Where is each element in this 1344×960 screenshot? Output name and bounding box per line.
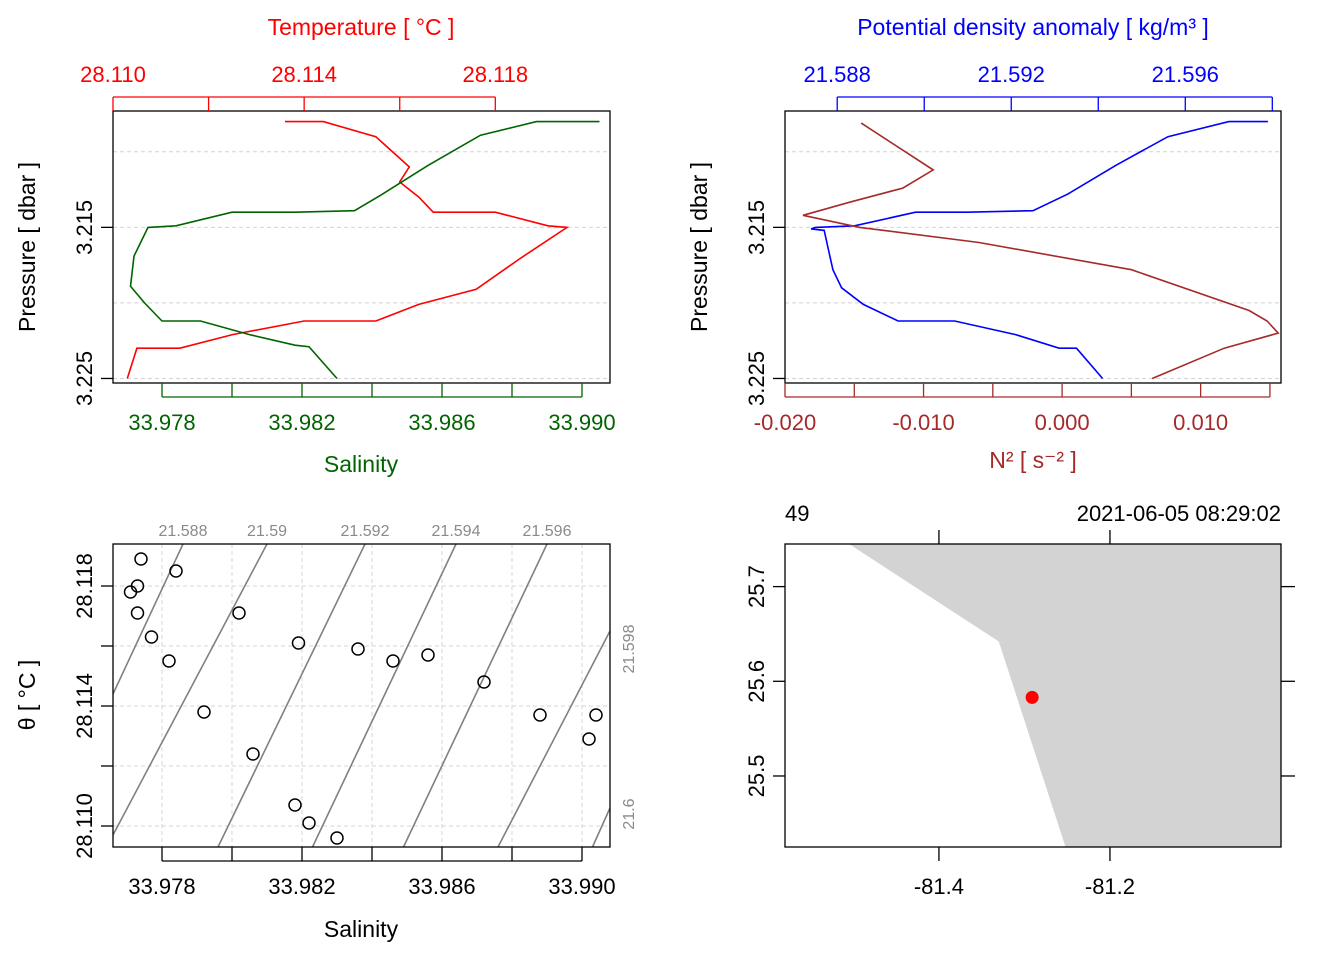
p2-pressure-axis-title: Pressure [ dbar ] [686, 162, 712, 332]
n2-tick-label: 0.010 [1173, 410, 1228, 435]
n2-tick-label: 0.000 [1035, 410, 1090, 435]
salinity-tick-label: 33.986 [408, 410, 475, 435]
ts-point [162, 654, 176, 668]
temperature-tick-label: 28.114 [271, 62, 337, 87]
p1-gridlines [113, 151, 610, 379]
p2-pressure-tick-label: 3.225 [744, 351, 769, 406]
isopycnal-label: 21.588 [159, 523, 208, 540]
isopycnal-label: 21.598 [621, 624, 638, 673]
isopycnal-line [497, 630, 610, 847]
n2-tick-label: -0.010 [892, 410, 954, 435]
ts-point [582, 732, 596, 746]
ts-theta-tick-label: 28.110 [72, 793, 97, 859]
isopycnal-lines [113, 544, 610, 847]
temperature-axis-title: Temperature [ °C ] [268, 14, 455, 40]
ts-point [291, 636, 306, 650]
ts-salinity-axis-title: Salinity [324, 916, 399, 942]
ts-point [134, 552, 148, 566]
ts-point [232, 606, 246, 620]
temperature-tick-label: 28.118 [462, 62, 528, 87]
isopycnal-line [113, 544, 268, 836]
ts-point [288, 798, 302, 812]
n2-axis-title: N² [ s⁻² ] [989, 447, 1077, 473]
p4-axis-ticks: -81.4 -81.2 25.5 25.6 25.7 [744, 530, 1295, 899]
ts-theta-tick-label: 28.118 [72, 553, 97, 619]
salinity-profile-line [129, 120, 600, 380]
ts-salinity-tick-label: 33.982 [268, 874, 335, 899]
ts-salinity-tick-label: 33.986 [408, 874, 475, 899]
lat-tick-label: 25.5 [744, 755, 769, 798]
ts-point [533, 708, 547, 722]
p3-gridlines [113, 544, 610, 847]
station-number-label: 49 [785, 501, 809, 526]
lon-tick-label: -81.2 [1085, 874, 1135, 899]
n2-tick-label: -0.020 [754, 410, 816, 435]
density-profile-line [810, 120, 1268, 380]
salinity-tick-label: 33.978 [128, 410, 195, 435]
salinity-tick-label: 33.982 [268, 410, 335, 435]
p4-map-frame [784, 543, 1282, 848]
p3-plot-frame [112, 543, 611, 848]
ts-point [302, 816, 316, 830]
isopycnal-line [217, 544, 366, 847]
temperature-salinity-panel: 28.110 28.114 28.118 33.978 33.982 33.986 33.9… [14, 14, 616, 477]
lon-tick-label: -81.4 [914, 874, 964, 899]
location-map-panel: -81.4 -81.2 25.5 25.6 25.7 49 2021-06-05 08:… [744, 501, 1295, 899]
p1-axis-ticks: 28.110 28.114 28.118 33.978 33.982 33.986 33.9… [72, 62, 616, 435]
p1-pressure-tick-label: 3.225 [72, 351, 97, 406]
density-n2-panel: 21.588 21.592 21.596 -0.020 -0.010 0.000 0.010… [686, 14, 1282, 473]
p2-pressure-tick-label: 3.215 [744, 200, 769, 255]
isopycnal-label: 21.596 [523, 523, 572, 540]
station-marker [1025, 690, 1039, 704]
isopycnal-line [311, 544, 457, 847]
ts-point [144, 630, 159, 644]
lat-tick-label: 25.7 [744, 565, 769, 608]
p1-pressure-axis-title: Pressure [ dbar ] [14, 162, 40, 332]
ts-point [246, 747, 260, 761]
isopycnal-label: 21.59 [247, 523, 287, 540]
isopycnal-label: 21.592 [341, 523, 390, 540]
ts-point [351, 642, 365, 656]
ts-point [169, 564, 183, 578]
ts-point [330, 831, 344, 845]
density-tick-label: 21.596 [1152, 62, 1219, 87]
ts-point [477, 675, 491, 689]
ts-theta-tick-label: 28.114 [72, 673, 97, 739]
isopycnal-line [591, 807, 610, 847]
density-axis-title: Potential density anomaly [ kg/m³ ] [857, 14, 1209, 40]
temperature-profile-line [126, 120, 570, 379]
ts-points [123, 552, 603, 845]
ts-point [386, 654, 400, 668]
ts-diagram-panel: 21.588 21.59 21.592 21.594 21.59621.59821.6 … [14, 523, 638, 942]
ts-point [421, 648, 435, 662]
ts-point [589, 708, 603, 722]
isopycnal-label: 21.594 [432, 523, 481, 540]
p2-axis-ticks: 21.588 21.592 21.596 -0.020 -0.010 0.000 0.010… [744, 62, 1273, 435]
salinity-axis-title: Salinity [324, 451, 399, 477]
lat-tick-label: 25.6 [744, 660, 769, 703]
p1-pressure-tick-label: 3.215 [72, 200, 97, 255]
n2-profile-line [802, 122, 1280, 380]
temperature-tick-label: 28.110 [80, 62, 146, 87]
ts-point [197, 705, 211, 719]
coastline-land [849, 544, 1281, 847]
density-tick-label: 21.588 [804, 62, 871, 87]
p2-plot-frame [784, 110, 1282, 384]
ts-point [130, 606, 145, 620]
isopycnal-line [113, 544, 184, 695]
ts-theta-axis-title: θ [ °C ] [14, 660, 40, 731]
density-tick-label: 21.592 [978, 62, 1045, 87]
ts-salinity-tick-label: 33.990 [548, 874, 615, 899]
ts-salinity-tick-label: 33.978 [128, 874, 195, 899]
station-time-label: 2021-06-05 08:29:02 [1077, 501, 1281, 526]
p2-gridlines [785, 151, 1281, 379]
p3-axis-ticks: 33.978 33.982 33.986 33.990 28.110 28.114 28.1… [72, 553, 616, 899]
isopycnal-labels: 21.588 21.59 21.592 21.594 21.596 21.598 21.6 [159, 523, 638, 830]
p1-plot-frame [112, 110, 611, 384]
salinity-tick-label: 33.990 [548, 410, 615, 435]
isopycnal-line [402, 544, 548, 847]
ts-point [123, 585, 138, 599]
isopycnal-label: 21.6 [621, 798, 638, 829]
